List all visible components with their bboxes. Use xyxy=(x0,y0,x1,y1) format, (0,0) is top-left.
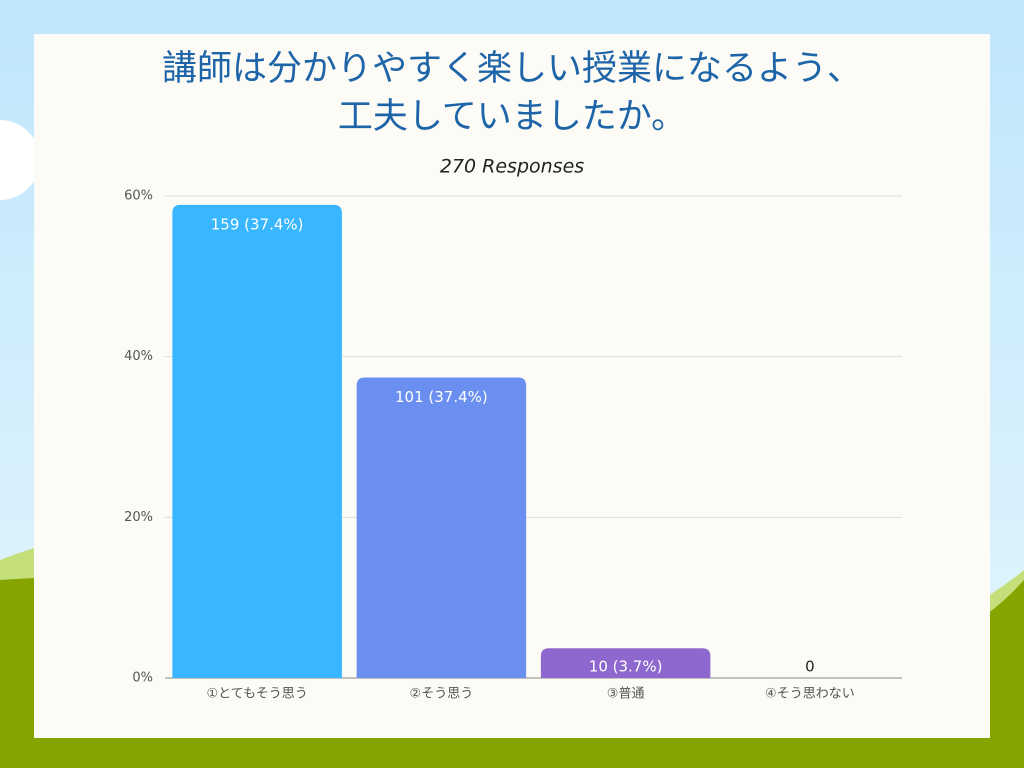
y-tick-label: 20% xyxy=(124,510,153,525)
y-tick-label: 0% xyxy=(132,671,153,686)
subtitle: 270 Responses xyxy=(440,156,584,178)
bar xyxy=(356,377,527,678)
bar xyxy=(540,648,711,678)
data-label: 101 (37.4%) xyxy=(395,388,488,406)
data-label: 10 (3.7%) xyxy=(589,658,663,676)
x-tick-label: ③普通 xyxy=(607,687,645,702)
y-tick-label: 60% xyxy=(124,189,153,204)
bar xyxy=(172,204,342,678)
title-line: 工夫していましたか。 xyxy=(338,97,686,137)
x-tick-label: ②そう思う xyxy=(410,687,474,702)
data-label: 0 xyxy=(805,658,815,676)
cloud xyxy=(0,120,40,200)
x-tick-label: ④そう思わない xyxy=(765,687,855,702)
data-label: 159 (37.4%) xyxy=(211,215,304,233)
title-line: 講師は分かりやすく楽しい授業になるよう、 xyxy=(162,49,862,89)
y-tick-label: 40% xyxy=(124,349,153,364)
x-tick-label: ①とてもそう思う xyxy=(206,687,307,702)
